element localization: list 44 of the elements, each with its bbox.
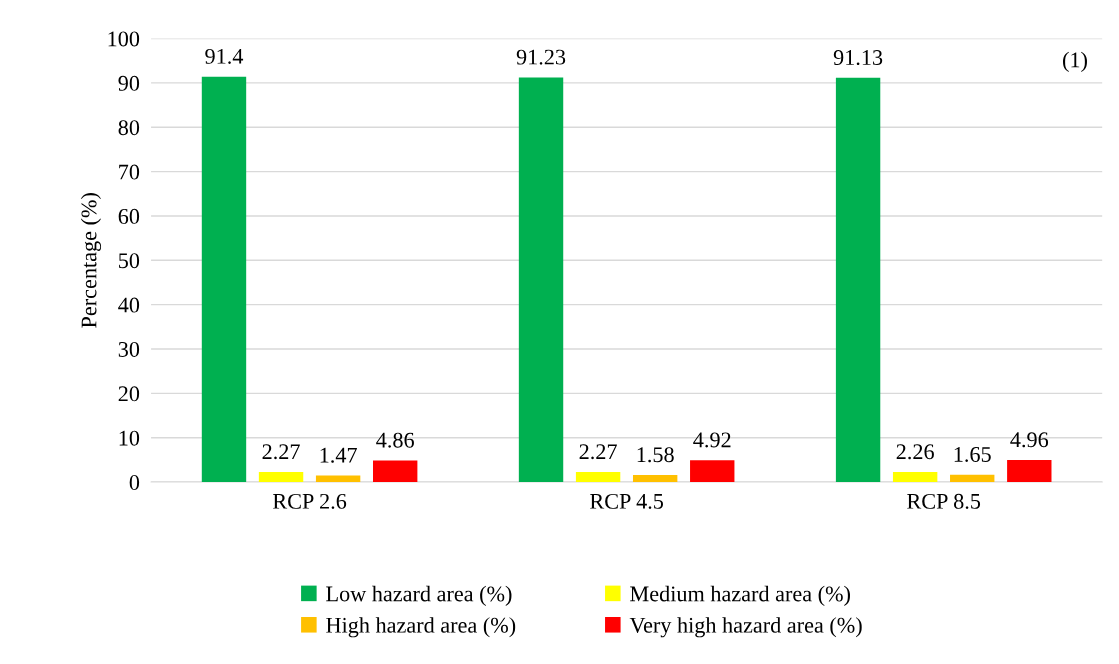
bar bbox=[892, 472, 938, 483]
y-tick-label: 40 bbox=[118, 297, 140, 313]
y-tick-label: 10 bbox=[119, 430, 140, 446]
bar bbox=[835, 77, 881, 483]
data-label: 2.27 bbox=[579, 444, 617, 460]
legend-label: Very high hazard area (%) bbox=[629, 617, 862, 638]
y-axis-title: Percentage (%) bbox=[80, 193, 102, 328]
bar bbox=[950, 474, 995, 483]
x-tick-label: RCP 2.6 bbox=[272, 493, 347, 509]
y-tick-label: 80 bbox=[118, 120, 140, 136]
y-tick-label: 60 bbox=[118, 208, 140, 224]
x-tick-label: RCP 8.5 bbox=[907, 493, 981, 509]
bar bbox=[518, 77, 564, 483]
x-tick-label: RCP 4.5 bbox=[590, 493, 664, 509]
data-label: 91.23 bbox=[516, 49, 566, 65]
bar bbox=[373, 460, 418, 483]
bar bbox=[575, 472, 621, 483]
y-tick-label: 30 bbox=[118, 341, 140, 357]
data-label: 4.86 bbox=[376, 432, 414, 448]
data-label: 1.65 bbox=[954, 446, 991, 462]
bar bbox=[315, 475, 361, 483]
bar bbox=[201, 76, 247, 483]
data-label: 4.96 bbox=[1010, 432, 1049, 448]
bar bbox=[1007, 460, 1052, 483]
y-tick-label: 90 bbox=[118, 75, 140, 91]
data-label: 4.92 bbox=[693, 432, 731, 448]
y-tick-label: 20 bbox=[118, 386, 140, 402]
y-tick-label: 100 bbox=[108, 31, 140, 47]
y-tick-label: 70 bbox=[119, 164, 140, 180]
bar bbox=[258, 472, 304, 483]
y-tick-label: 0 bbox=[129, 475, 140, 490]
bar bbox=[632, 475, 678, 483]
data-label: 2.26 bbox=[896, 444, 934, 460]
legend-label: Medium hazard area (%) bbox=[630, 585, 850, 606]
data-label: 1.58 bbox=[637, 447, 674, 463]
legend-label: Low hazard area (%) bbox=[326, 585, 512, 606]
y-tick-label: 50 bbox=[119, 253, 140, 269]
data-label: 91.4 bbox=[205, 48, 244, 64]
data-label: 1.47 bbox=[320, 447, 357, 463]
data-label: 2.27 bbox=[262, 444, 300, 460]
data-label: 91.13 bbox=[833, 50, 883, 66]
annotation: (1) bbox=[1063, 51, 1087, 72]
bar bbox=[690, 460, 735, 483]
legend-label: High hazard area (%) bbox=[326, 617, 516, 638]
